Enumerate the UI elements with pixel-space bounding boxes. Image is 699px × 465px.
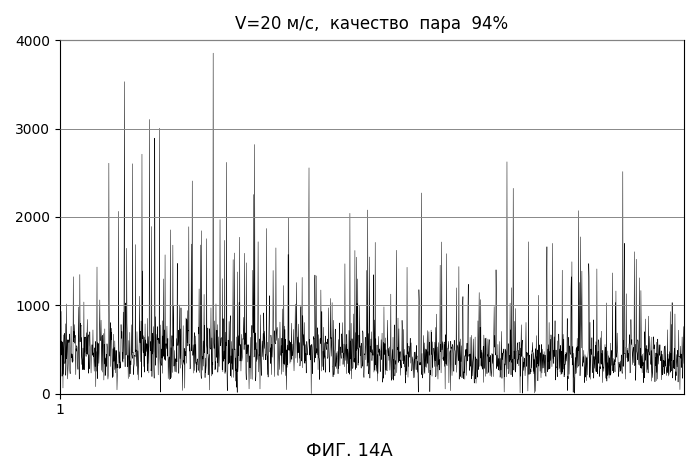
Text: ФИГ. 14А: ФИГ. 14А — [306, 442, 393, 460]
Title: V=20 м/с,  качество  пара  94%: V=20 м/с, качество пара 94% — [236, 15, 508, 33]
